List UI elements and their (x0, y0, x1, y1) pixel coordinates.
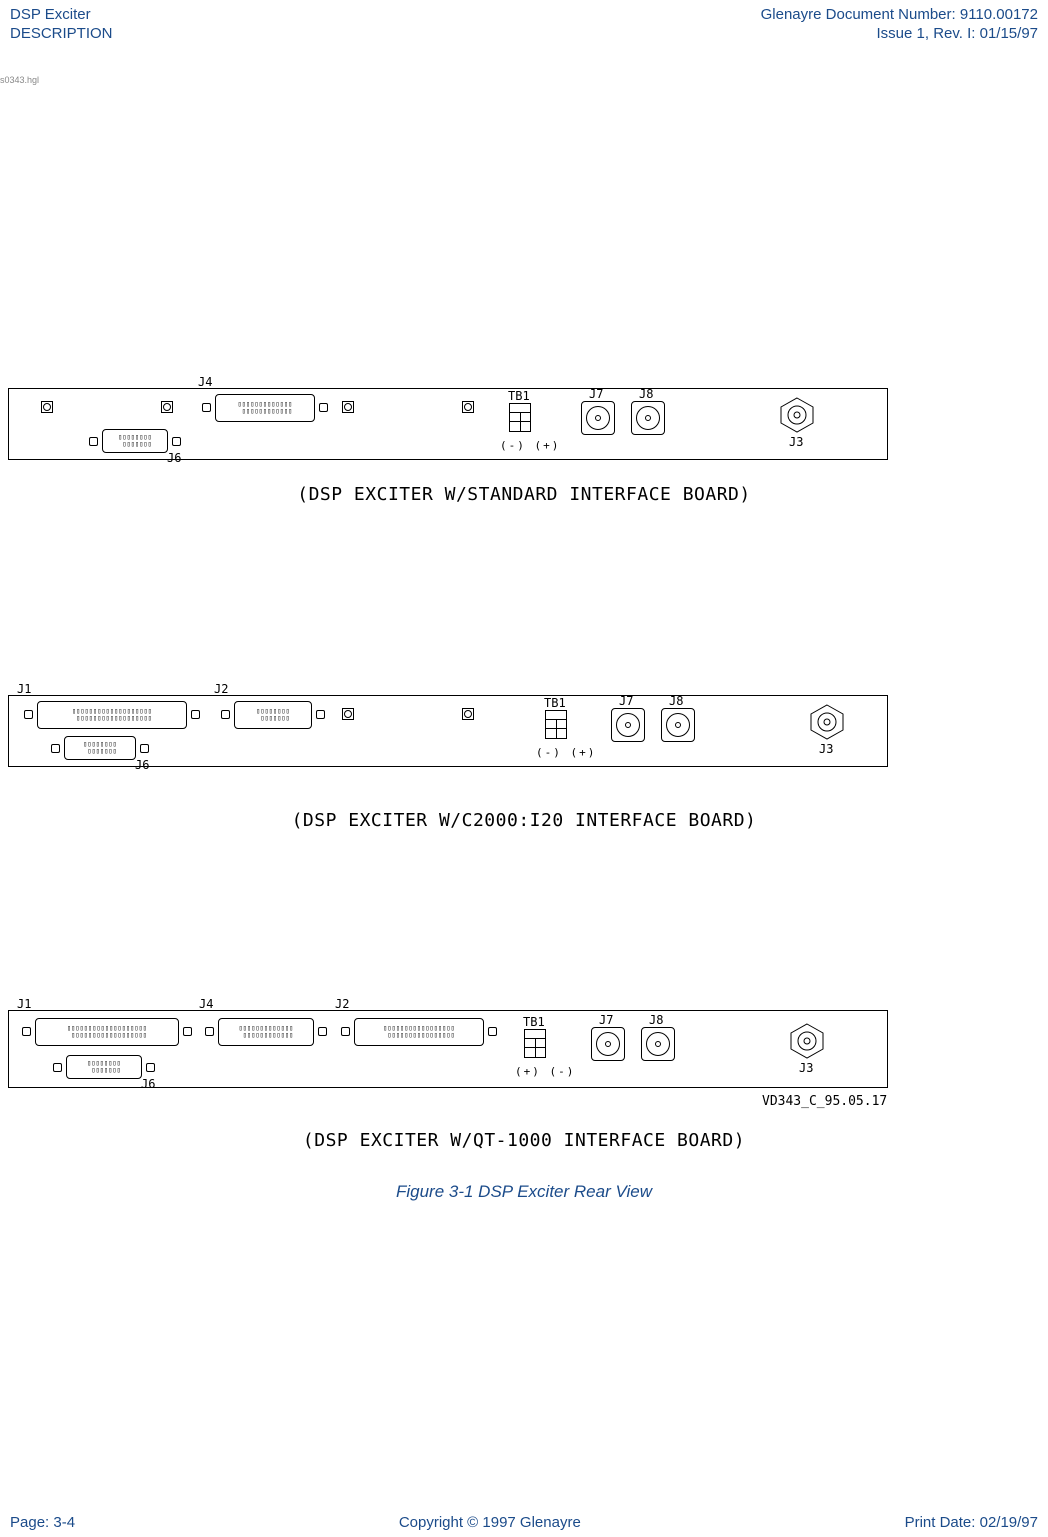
label-j2: J2 (214, 682, 228, 696)
header-left: DSP Exciter DESCRIPTION (10, 6, 113, 44)
connector-j2: ▯▯▯▯▯▯▯▯ ▯▯▯▯▯▯▯ (234, 701, 312, 729)
connector-j4: ▯▯▯▯▯▯▯▯▯▯▯▯▯ ▯▯▯▯▯▯▯▯▯▯▯▯ (215, 394, 315, 422)
footer-page: Page: 3-4 (10, 1514, 75, 1531)
page-footer: Page: 3-4 Copyright © 1997 Glenayre Prin… (10, 1514, 1038, 1531)
screw-icon (161, 401, 173, 413)
screw-icon (342, 401, 354, 413)
doc-number: Glenayre Document Number: 9110.00172 (761, 6, 1038, 25)
screw-icon (462, 401, 474, 413)
connector-j7 (581, 401, 615, 435)
label-polarity: (-) (+) (500, 439, 560, 452)
label-tb1: TB1 (544, 696, 566, 710)
connector-j2: ▯▯▯▯▯▯▯▯▯▯▯▯▯▯▯▯▯ ▯▯▯▯▯▯▯▯▯▯▯▯▯▯▯▯ (354, 1018, 484, 1046)
screw-icon (342, 708, 354, 720)
label-j4: J4 (199, 997, 213, 1011)
label-j1: J1 (17, 682, 31, 696)
terminal-block (545, 710, 567, 739)
terminal-block (524, 1029, 546, 1058)
mount-icon (24, 710, 33, 719)
label-j3: J3 (799, 1061, 813, 1075)
screw-icon (41, 401, 53, 413)
connector-j8 (641, 1027, 675, 1061)
screw-icon (462, 708, 474, 720)
mount-icon (191, 710, 200, 719)
terminal-block (509, 403, 531, 432)
connector-j6: ▯▯▯▯▯▯▯▯ ▯▯▯▯▯▯▯ (66, 1055, 142, 1079)
connector-j4: ▯▯▯▯▯▯▯▯▯▯▯▯▯ ▯▯▯▯▯▯▯▯▯▯▯▯ (218, 1018, 314, 1046)
pins-icon: ▯▯▯▯▯▯▯▯▯▯▯▯▯▯▯▯▯ ▯▯▯▯▯▯▯▯▯▯▯▯▯▯▯▯ (383, 1025, 455, 1039)
label-tb1: TB1 (508, 389, 530, 403)
drawing-code: VD343_C_95.05.17 (762, 1094, 887, 1109)
connector-j3 (779, 397, 815, 433)
pins-icon: ▯▯▯▯▯▯▯▯▯▯▯▯▯ ▯▯▯▯▯▯▯▯▯▯▯▯ (238, 401, 293, 415)
label-polarity: (-) (+) (536, 746, 596, 759)
pins-icon: ▯▯▯▯▯▯▯▯▯▯▯▯▯▯▯▯▯▯▯ ▯▯▯▯▯▯▯▯▯▯▯▯▯▯▯▯▯▯ (72, 708, 152, 722)
panel-caption-2: (DSP EXCITER W/C2000:I20 INTERFACE BOARD… (0, 810, 1048, 831)
mount-icon (172, 437, 181, 446)
connector-j6: ▯▯▯▯▯▯▯▯ ▯▯▯▯▯▯▯ (102, 429, 168, 453)
mount-icon (146, 1063, 155, 1072)
panel-caption-1: (DSP EXCITER W/STANDARD INTERFACE BOARD) (0, 484, 1048, 505)
page-header: DSP Exciter DESCRIPTION Glenayre Documen… (10, 6, 1038, 44)
pins-icon: ▯▯▯▯▯▯▯▯▯▯▯▯▯▯▯▯▯▯▯ ▯▯▯▯▯▯▯▯▯▯▯▯▯▯▯▯▯▯ (67, 1025, 147, 1039)
connector-j8 (661, 708, 695, 742)
mount-icon (53, 1063, 62, 1072)
label-j4: J4 (198, 375, 212, 389)
panel-standard: J4 ▯▯▯▯▯▯▯▯▯▯▯▯▯ ▯▯▯▯▯▯▯▯▯▯▯▯ ▯▯▯▯▯▯▯▯ ▯… (8, 388, 888, 460)
label-j7: J7 (619, 694, 633, 708)
footer-copyright: Copyright © 1997 Glenayre (399, 1514, 581, 1531)
pins-icon: ▯▯▯▯▯▯▯▯ ▯▯▯▯▯▯▯ (87, 1060, 121, 1074)
panel-qt1000: J1 ▯▯▯▯▯▯▯▯▯▯▯▯▯▯▯▯▯▯▯ ▯▯▯▯▯▯▯▯▯▯▯▯▯▯▯▯▯… (8, 1010, 888, 1088)
label-j1: J1 (17, 997, 31, 1011)
mount-icon (488, 1027, 497, 1036)
header-subtitle: DESCRIPTION (10, 25, 113, 44)
label-j7: J7 (599, 1013, 613, 1027)
mount-icon (89, 437, 98, 446)
pins-icon: ▯▯▯▯▯▯▯▯ ▯▯▯▯▯▯▯ (256, 708, 290, 722)
connector-j6: ▯▯▯▯▯▯▯▯ ▯▯▯▯▯▯▯ (64, 736, 136, 760)
mount-icon (316, 710, 325, 719)
connector-j7 (591, 1027, 625, 1061)
mount-icon (318, 1027, 327, 1036)
label-j8: J8 (669, 694, 683, 708)
panel-caption-3: (DSP EXCITER W/QT-1000 INTERFACE BOARD) (0, 1130, 1048, 1151)
label-polarity: (+) (-) (515, 1065, 575, 1078)
footer-printdate: Print Date: 02/19/97 (905, 1514, 1038, 1531)
file-tag: s0343.hgl (0, 75, 39, 85)
mount-icon (183, 1027, 192, 1036)
figure-caption: Figure 3-1 DSP Exciter Rear View (0, 1182, 1048, 1202)
pins-icon: ▯▯▯▯▯▯▯▯ ▯▯▯▯▯▯▯ (118, 434, 152, 448)
label-j6: J6 (141, 1077, 155, 1091)
mount-icon (51, 744, 60, 753)
pins-icon: ▯▯▯▯▯▯▯▯ ▯▯▯▯▯▯▯ (83, 741, 117, 755)
connector-j7 (611, 708, 645, 742)
label-tb1: TB1 (523, 1015, 545, 1029)
connector-j1: ▯▯▯▯▯▯▯▯▯▯▯▯▯▯▯▯▯▯▯ ▯▯▯▯▯▯▯▯▯▯▯▯▯▯▯▯▯▯ (35, 1018, 179, 1046)
panel-c2000: J1 ▯▯▯▯▯▯▯▯▯▯▯▯▯▯▯▯▯▯▯ ▯▯▯▯▯▯▯▯▯▯▯▯▯▯▯▯▯… (8, 695, 888, 767)
label-j6: J6 (135, 758, 149, 772)
mount-icon (319, 403, 328, 412)
connector-j3 (809, 704, 845, 740)
connector-j3 (789, 1023, 825, 1059)
connector-j1: ▯▯▯▯▯▯▯▯▯▯▯▯▯▯▯▯▯▯▯ ▯▯▯▯▯▯▯▯▯▯▯▯▯▯▯▯▯▯ (37, 701, 187, 729)
mount-icon (341, 1027, 350, 1036)
label-j8: J8 (639, 387, 653, 401)
connector-j8 (631, 401, 665, 435)
pins-icon: ▯▯▯▯▯▯▯▯▯▯▯▯▯ ▯▯▯▯▯▯▯▯▯▯▯▯ (239, 1025, 294, 1039)
mount-icon (205, 1027, 214, 1036)
issue-rev: Issue 1, Rev. I: 01/15/97 (761, 25, 1038, 44)
label-j3: J3 (819, 742, 833, 756)
mount-icon (202, 403, 211, 412)
label-j8: J8 (649, 1013, 663, 1027)
mount-icon (140, 744, 149, 753)
header-title: DSP Exciter (10, 6, 113, 25)
label-j3: J3 (789, 435, 803, 449)
header-right: Glenayre Document Number: 9110.00172 Iss… (761, 6, 1038, 44)
label-j2: J2 (335, 997, 349, 1011)
mount-icon (221, 710, 230, 719)
mount-icon (22, 1027, 31, 1036)
label-j7: J7 (589, 387, 603, 401)
label-j6: J6 (167, 451, 181, 465)
